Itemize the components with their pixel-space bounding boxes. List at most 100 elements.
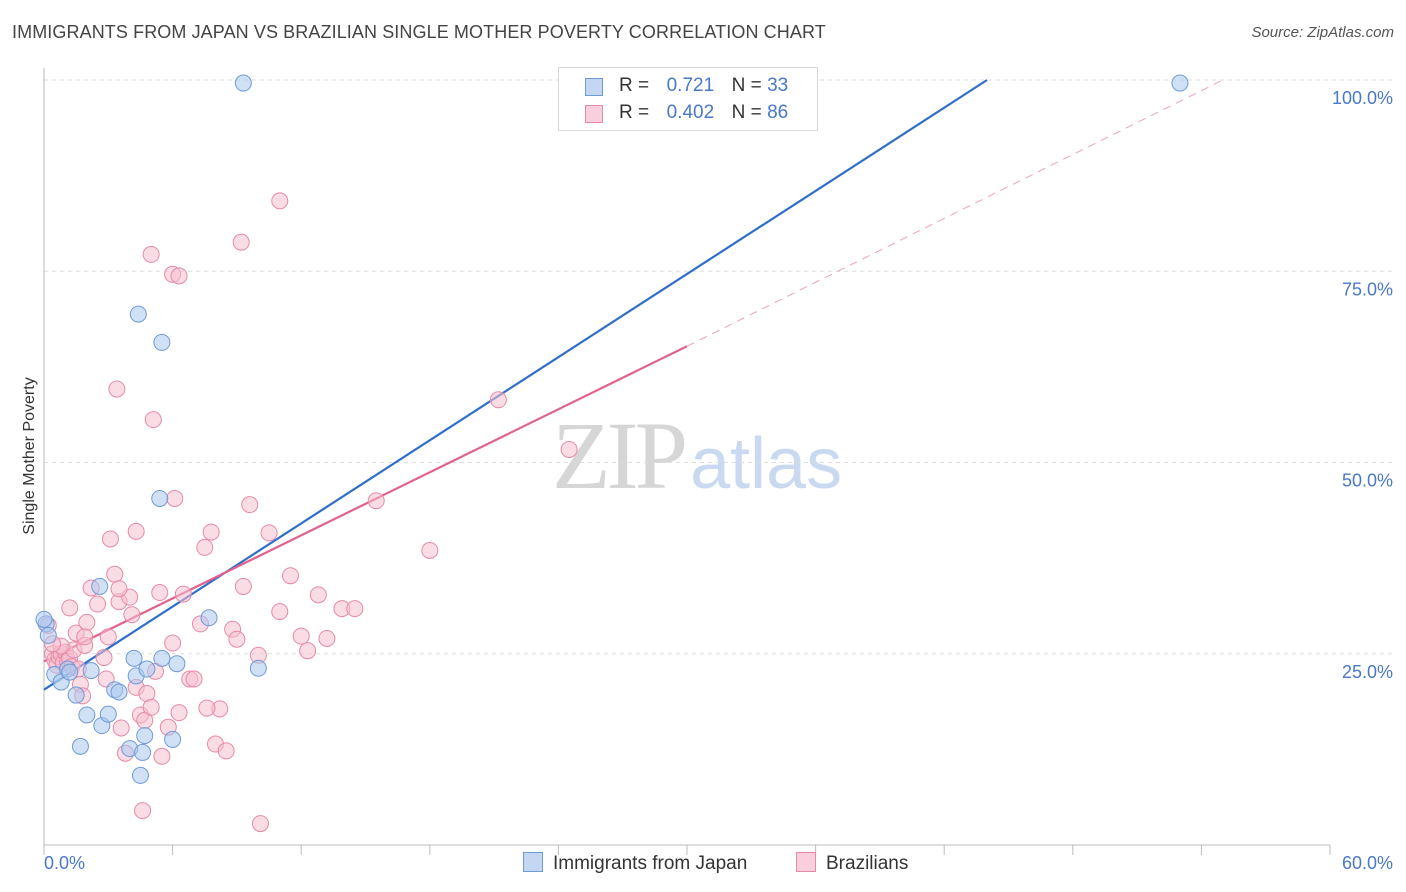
bottom-legend-swatch-japan: [523, 852, 543, 872]
x-tick-label-min: 0.0%: [44, 853, 85, 873]
point-japan: [78, 706, 96, 724]
point-brazilians: [346, 600, 364, 618]
point-brazilians: [299, 642, 317, 660]
point-japan: [153, 333, 171, 351]
point-brazilians: [170, 267, 188, 285]
point-japan: [168, 655, 186, 673]
point-brazilians: [61, 599, 79, 617]
point-brazilians: [144, 411, 162, 429]
point-brazilians: [76, 628, 94, 646]
point-brazilians: [241, 496, 259, 514]
point-japan: [35, 610, 53, 628]
point-brazilians: [185, 670, 203, 688]
point-japan: [99, 705, 117, 723]
point-brazilians: [309, 586, 327, 604]
bottom-legend-label-brazil: Brazilians: [826, 853, 909, 874]
point-japan: [1171, 74, 1189, 92]
point-japan: [234, 74, 252, 92]
legend-n-value-japan: 33: [767, 75, 789, 96]
point-brazilians: [153, 747, 171, 765]
trend-line-brazilians-extension: [686, 79, 1224, 347]
point-brazilians: [260, 524, 278, 542]
bottom-legend-brazil: Brazilians: [796, 852, 908, 875]
point-japan: [71, 737, 89, 755]
point-brazilians: [202, 523, 220, 541]
point-brazilians: [174, 585, 192, 603]
point-brazilians: [142, 698, 160, 716]
point-japan: [82, 662, 100, 680]
x-tick-label-max: 60.0%: [1342, 853, 1393, 873]
trend-lines: [43, 79, 1224, 691]
correlation-legend: R = 0.721 N = 33 R = 0.402 N = 86: [558, 67, 818, 131]
point-japan: [61, 663, 79, 681]
data-points: [35, 74, 1189, 833]
point-brazilians: [127, 522, 145, 540]
tick-labels: 25.0% 50.0% 75.0% 100.0% 0.0% 60.0%: [44, 88, 1393, 873]
y-tick-label: 50.0%: [1342, 471, 1393, 491]
legend-n-label: N =: [731, 102, 762, 123]
bottom-legend-swatch-brazil: [796, 852, 816, 872]
point-brazilians: [134, 802, 152, 820]
chart-title: IMMIGRANTS FROM JAPAN VS BRAZILIAN SINGL…: [12, 22, 826, 42]
point-brazilians: [217, 742, 235, 760]
point-brazilians: [95, 649, 113, 667]
point-brazilians: [421, 541, 439, 559]
watermark-atlas: atlas: [690, 424, 843, 504]
source-label: Source: ZipAtlas.com: [1251, 24, 1394, 41]
axes: [43, 68, 1331, 855]
point-brazilians: [166, 489, 184, 507]
point-japan: [91, 577, 109, 595]
point-brazilians: [164, 634, 182, 652]
point-japan: [153, 649, 171, 667]
legend-n-value-brazil: 86: [767, 102, 789, 123]
point-japan: [125, 649, 143, 667]
y-tick-label: 25.0%: [1342, 662, 1393, 682]
point-brazilians: [251, 815, 269, 833]
legend-r-value-brazil: 0.402: [666, 102, 715, 123]
point-brazilians: [234, 577, 252, 595]
point-japan: [249, 659, 267, 677]
point-japan: [138, 660, 156, 678]
legend-swatch-brazil: [585, 105, 603, 123]
point-japan: [39, 626, 57, 644]
legend-n-label: N =: [731, 75, 762, 96]
point-brazilians: [112, 719, 130, 737]
point-brazilians: [560, 440, 578, 458]
bottom-legend-label-japan: Immigrants from Japan: [553, 853, 748, 874]
point-brazilians: [228, 630, 246, 648]
point-brazilians: [281, 567, 299, 585]
legend-r-label: R =: [619, 102, 650, 123]
point-brazilians: [110, 580, 128, 598]
point-brazilians: [101, 530, 119, 548]
legend-r-value-japan: 0.721: [666, 75, 715, 96]
point-brazilians: [142, 245, 160, 263]
point-brazilians: [367, 492, 385, 510]
point-japan: [134, 743, 152, 761]
point-brazilians: [198, 699, 216, 717]
point-brazilians: [89, 595, 107, 613]
point-japan: [151, 489, 169, 507]
point-japan: [200, 609, 218, 627]
point-brazilians: [78, 613, 96, 631]
point-brazilians: [318, 629, 336, 647]
point-japan: [110, 683, 128, 701]
point-brazilians: [106, 565, 124, 583]
trend-line-brazilians: [43, 345, 688, 663]
point-brazilians: [99, 628, 117, 646]
bottom-legend-japan: Immigrants from Japan: [523, 852, 747, 875]
point-brazilians: [108, 380, 126, 398]
point-brazilians: [489, 391, 507, 409]
legend-swatch-japan: [585, 78, 603, 96]
point-brazilians: [170, 704, 188, 722]
point-brazilians: [292, 627, 310, 645]
point-brazilians: [151, 584, 169, 602]
point-japan: [129, 305, 147, 323]
y-tick-label: 75.0%: [1342, 279, 1393, 299]
point-japan: [136, 727, 154, 745]
trend-line-japan: [43, 79, 988, 691]
y-tick-label: 100.0%: [1332, 88, 1393, 108]
legend-r-label: R =: [619, 75, 650, 96]
point-brazilians: [123, 606, 141, 624]
point-brazilians: [271, 603, 289, 621]
